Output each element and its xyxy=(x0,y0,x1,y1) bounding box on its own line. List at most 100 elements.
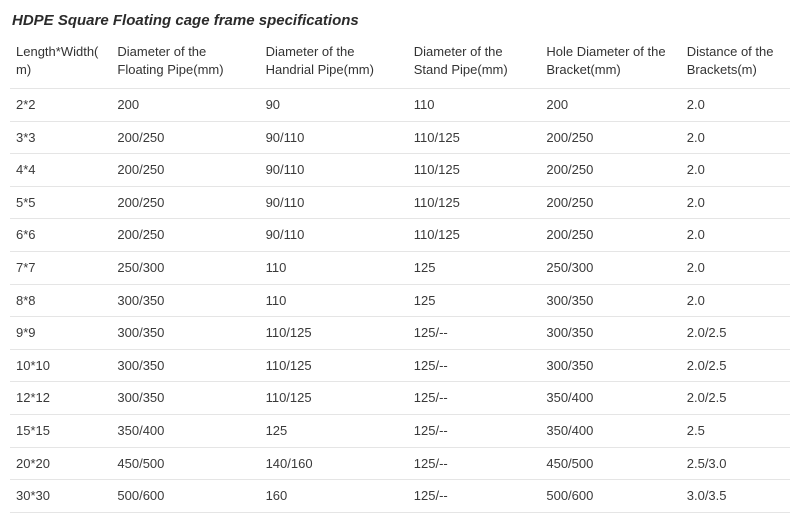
cell-r9-c2: 110/125 xyxy=(260,382,408,415)
col-header-0: Length*Width(m) xyxy=(10,39,111,89)
cell-r3-c3: 110/125 xyxy=(408,186,541,219)
cell-r5-c5: 2.0 xyxy=(681,252,790,285)
cell-r8-c1: 300/350 xyxy=(111,349,259,382)
cell-r4-c5: 2.0 xyxy=(681,219,790,252)
table-row: 8*8300/350110125300/3502.0 xyxy=(10,284,790,317)
page-title: HDPE Square Floating cage frame specific… xyxy=(10,8,790,39)
cell-r3-c0: 5*5 xyxy=(10,186,111,219)
cell-r12-c0: 30*30 xyxy=(10,480,111,513)
col-header-3: Diameter of the Stand Pipe(mm) xyxy=(408,39,541,89)
cell-r1-c3: 110/125 xyxy=(408,121,541,154)
cell-r11-c4: 450/500 xyxy=(540,447,680,480)
spec-table: Length*Width(m)Diameter of the Floating … xyxy=(10,39,790,513)
cell-r8-c2: 110/125 xyxy=(260,349,408,382)
cell-r9-c1: 300/350 xyxy=(111,382,259,415)
cell-r2-c4: 200/250 xyxy=(540,154,680,187)
cell-r7-c2: 110/125 xyxy=(260,317,408,350)
table-row: 6*6200/25090/110110/125200/2502.0 xyxy=(10,219,790,252)
cell-r11-c1: 450/500 xyxy=(111,447,259,480)
cell-r3-c5: 2.0 xyxy=(681,186,790,219)
cell-r2-c3: 110/125 xyxy=(408,154,541,187)
col-header-5: Distance of the Brackets(m) xyxy=(681,39,790,89)
cell-r3-c2: 90/110 xyxy=(260,186,408,219)
cell-r11-c0: 20*20 xyxy=(10,447,111,480)
cell-r3-c4: 200/250 xyxy=(540,186,680,219)
cell-r10-c1: 350/400 xyxy=(111,415,259,448)
cell-r7-c0: 9*9 xyxy=(10,317,111,350)
cell-r2-c5: 2.0 xyxy=(681,154,790,187)
header-row: Length*Width(m)Diameter of the Floating … xyxy=(10,39,790,89)
cell-r4-c2: 90/110 xyxy=(260,219,408,252)
cell-r4-c1: 200/250 xyxy=(111,219,259,252)
cell-r1-c1: 200/250 xyxy=(111,121,259,154)
cell-r5-c4: 250/300 xyxy=(540,252,680,285)
cell-r0-c0: 2*2 xyxy=(10,89,111,122)
table-row: 5*5200/25090/110110/125200/2502.0 xyxy=(10,186,790,219)
cell-r2-c1: 200/250 xyxy=(111,154,259,187)
table-row: 7*7250/300110125250/3002.0 xyxy=(10,252,790,285)
cell-r10-c5: 2.5 xyxy=(681,415,790,448)
cell-r0-c3: 110 xyxy=(408,89,541,122)
cell-r10-c3: 125/-- xyxy=(408,415,541,448)
table-body: 2*2200901102002.03*3200/25090/110110/125… xyxy=(10,89,790,513)
cell-r7-c4: 300/350 xyxy=(540,317,680,350)
cell-r12-c5: 3.0/3.5 xyxy=(681,480,790,513)
cell-r9-c3: 125/-- xyxy=(408,382,541,415)
cell-r9-c0: 12*12 xyxy=(10,382,111,415)
table-row: 3*3200/25090/110110/125200/2502.0 xyxy=(10,121,790,154)
col-header-1: Diameter of the Floating Pipe(mm) xyxy=(111,39,259,89)
cell-r8-c3: 125/-- xyxy=(408,349,541,382)
cell-r3-c1: 200/250 xyxy=(111,186,259,219)
cell-r5-c1: 250/300 xyxy=(111,252,259,285)
cell-r2-c2: 90/110 xyxy=(260,154,408,187)
cell-r10-c2: 125 xyxy=(260,415,408,448)
table-row: 9*9300/350110/125125/--300/3502.0/2.5 xyxy=(10,317,790,350)
cell-r4-c3: 110/125 xyxy=(408,219,541,252)
cell-r12-c2: 160 xyxy=(260,480,408,513)
cell-r6-c0: 8*8 xyxy=(10,284,111,317)
table-row: 10*10300/350110/125125/--300/3502.0/2.5 xyxy=(10,349,790,382)
col-header-2: Diameter of the Handrial Pipe(mm) xyxy=(260,39,408,89)
cell-r11-c5: 2.5/3.0 xyxy=(681,447,790,480)
cell-r8-c0: 10*10 xyxy=(10,349,111,382)
cell-r12-c3: 125/-- xyxy=(408,480,541,513)
page-container: HDPE Square Floating cage frame specific… xyxy=(0,0,800,521)
table-row: 2*2200901102002.0 xyxy=(10,89,790,122)
table-row: 4*4200/25090/110110/125200/2502.0 xyxy=(10,154,790,187)
cell-r1-c4: 200/250 xyxy=(540,121,680,154)
cell-r6-c1: 300/350 xyxy=(111,284,259,317)
cell-r1-c5: 2.0 xyxy=(681,121,790,154)
cell-r10-c0: 15*15 xyxy=(10,415,111,448)
cell-r7-c3: 125/-- xyxy=(408,317,541,350)
cell-r5-c0: 7*7 xyxy=(10,252,111,285)
cell-r9-c4: 350/400 xyxy=(540,382,680,415)
table-head: Length*Width(m)Diameter of the Floating … xyxy=(10,39,790,89)
cell-r8-c5: 2.0/2.5 xyxy=(681,349,790,382)
cell-r12-c4: 500/600 xyxy=(540,480,680,513)
cell-r6-c2: 110 xyxy=(260,284,408,317)
cell-r6-c4: 300/350 xyxy=(540,284,680,317)
cell-r0-c1: 200 xyxy=(111,89,259,122)
cell-r8-c4: 300/350 xyxy=(540,349,680,382)
cell-r0-c5: 2.0 xyxy=(681,89,790,122)
cell-r10-c4: 350/400 xyxy=(540,415,680,448)
cell-r1-c2: 90/110 xyxy=(260,121,408,154)
cell-r9-c5: 2.0/2.5 xyxy=(681,382,790,415)
cell-r7-c1: 300/350 xyxy=(111,317,259,350)
cell-r0-c2: 90 xyxy=(260,89,408,122)
cell-r11-c3: 125/-- xyxy=(408,447,541,480)
table-row: 20*20450/500140/160125/--450/5002.5/3.0 xyxy=(10,447,790,480)
col-header-4: Hole Diameter of the Bracket(mm) xyxy=(540,39,680,89)
cell-r1-c0: 3*3 xyxy=(10,121,111,154)
cell-r4-c4: 200/250 xyxy=(540,219,680,252)
cell-r5-c2: 110 xyxy=(260,252,408,285)
cell-r6-c3: 125 xyxy=(408,284,541,317)
cell-r5-c3: 125 xyxy=(408,252,541,285)
table-row: 12*12300/350110/125125/--350/4002.0/2.5 xyxy=(10,382,790,415)
cell-r11-c2: 140/160 xyxy=(260,447,408,480)
cell-r4-c0: 6*6 xyxy=(10,219,111,252)
cell-r0-c4: 200 xyxy=(540,89,680,122)
cell-r7-c5: 2.0/2.5 xyxy=(681,317,790,350)
table-row: 15*15350/400125125/--350/4002.5 xyxy=(10,415,790,448)
cell-r6-c5: 2.0 xyxy=(681,284,790,317)
